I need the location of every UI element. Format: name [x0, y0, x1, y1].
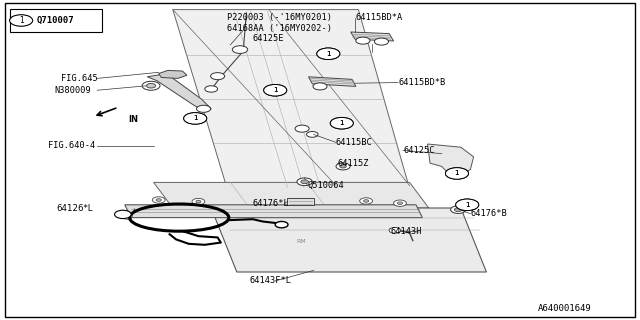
Circle shape [317, 48, 340, 60]
Circle shape [115, 210, 131, 219]
Text: 1: 1 [326, 51, 331, 57]
Circle shape [192, 198, 205, 205]
Bar [10, 9, 102, 32]
Text: 1: 1 [339, 120, 344, 126]
Circle shape [456, 199, 479, 211]
Text: 64115Z: 64115Z [337, 159, 369, 168]
Circle shape [360, 198, 372, 204]
Circle shape [356, 37, 370, 44]
Text: 1: 1 [326, 51, 331, 57]
Circle shape [205, 86, 218, 92]
Circle shape [211, 73, 225, 80]
Polygon shape [147, 74, 211, 112]
Text: 64143H: 64143H [390, 228, 422, 236]
Circle shape [264, 84, 287, 96]
Circle shape [264, 84, 287, 96]
Polygon shape [428, 144, 474, 174]
Text: 1: 1 [193, 116, 198, 121]
Text: IN: IN [128, 115, 138, 124]
Text: 1: 1 [465, 202, 470, 208]
Circle shape [307, 132, 318, 137]
Polygon shape [308, 77, 356, 86]
Circle shape [313, 83, 327, 90]
Circle shape [147, 84, 156, 88]
Circle shape [196, 200, 201, 203]
Circle shape [301, 180, 308, 184]
Circle shape [184, 113, 207, 124]
Polygon shape [173, 10, 410, 189]
Circle shape [364, 200, 369, 202]
Circle shape [445, 168, 468, 179]
Text: RM: RM [296, 239, 306, 244]
Circle shape [451, 206, 466, 213]
Text: 1: 1 [339, 120, 344, 126]
Text: 1: 1 [454, 171, 460, 176]
Polygon shape [211, 208, 486, 272]
Text: P220003 (-'16MY0201): P220003 (-'16MY0201) [227, 13, 332, 22]
Text: 1: 1 [19, 16, 24, 25]
Circle shape [389, 228, 401, 233]
Circle shape [317, 48, 340, 60]
Text: 64115BD*A: 64115BD*A [355, 13, 403, 22]
Circle shape [152, 197, 165, 203]
Circle shape [295, 125, 309, 132]
Circle shape [142, 81, 160, 90]
Text: Q710007: Q710007 [36, 16, 74, 25]
Circle shape [330, 117, 353, 129]
Text: 64143F*L: 64143F*L [250, 276, 292, 285]
Text: 64115BD*B: 64115BD*B [398, 78, 445, 87]
Circle shape [10, 15, 33, 26]
Circle shape [340, 165, 346, 168]
Text: 1: 1 [193, 116, 198, 121]
Circle shape [232, 46, 248, 53]
Text: N380009: N380009 [54, 86, 91, 95]
Polygon shape [351, 32, 394, 41]
Circle shape [445, 168, 468, 179]
Text: 1: 1 [454, 171, 460, 176]
Text: 1: 1 [273, 87, 278, 93]
Circle shape [297, 178, 312, 186]
Text: 64125E: 64125E [253, 34, 284, 43]
Circle shape [275, 221, 288, 228]
Text: 64168AA ('16MY0202-): 64168AA ('16MY0202-) [227, 24, 332, 33]
Polygon shape [154, 182, 429, 208]
Circle shape [336, 163, 350, 170]
Text: 64125C: 64125C [403, 146, 435, 155]
Text: FIG.645: FIG.645 [61, 74, 97, 83]
Text: 64126*L: 64126*L [56, 204, 93, 213]
Polygon shape [159, 70, 187, 78]
Text: FIG.640-4: FIG.640-4 [48, 141, 95, 150]
Circle shape [456, 199, 479, 211]
Text: 1: 1 [465, 202, 470, 208]
Text: 64176*B: 64176*B [470, 209, 507, 218]
Circle shape [330, 117, 353, 129]
Circle shape [184, 113, 207, 124]
Text: 64176*L: 64176*L [253, 199, 289, 208]
Circle shape [397, 202, 403, 204]
Text: Q510064: Q510064 [307, 180, 344, 189]
Circle shape [374, 38, 388, 45]
Text: 64115BC: 64115BC [336, 138, 372, 147]
Polygon shape [125, 205, 422, 218]
Text: A640001649: A640001649 [538, 304, 591, 313]
Circle shape [454, 208, 462, 212]
Text: 1: 1 [273, 87, 278, 93]
Polygon shape [287, 198, 314, 205]
Circle shape [394, 200, 406, 206]
Circle shape [156, 199, 161, 201]
Circle shape [196, 105, 211, 112]
